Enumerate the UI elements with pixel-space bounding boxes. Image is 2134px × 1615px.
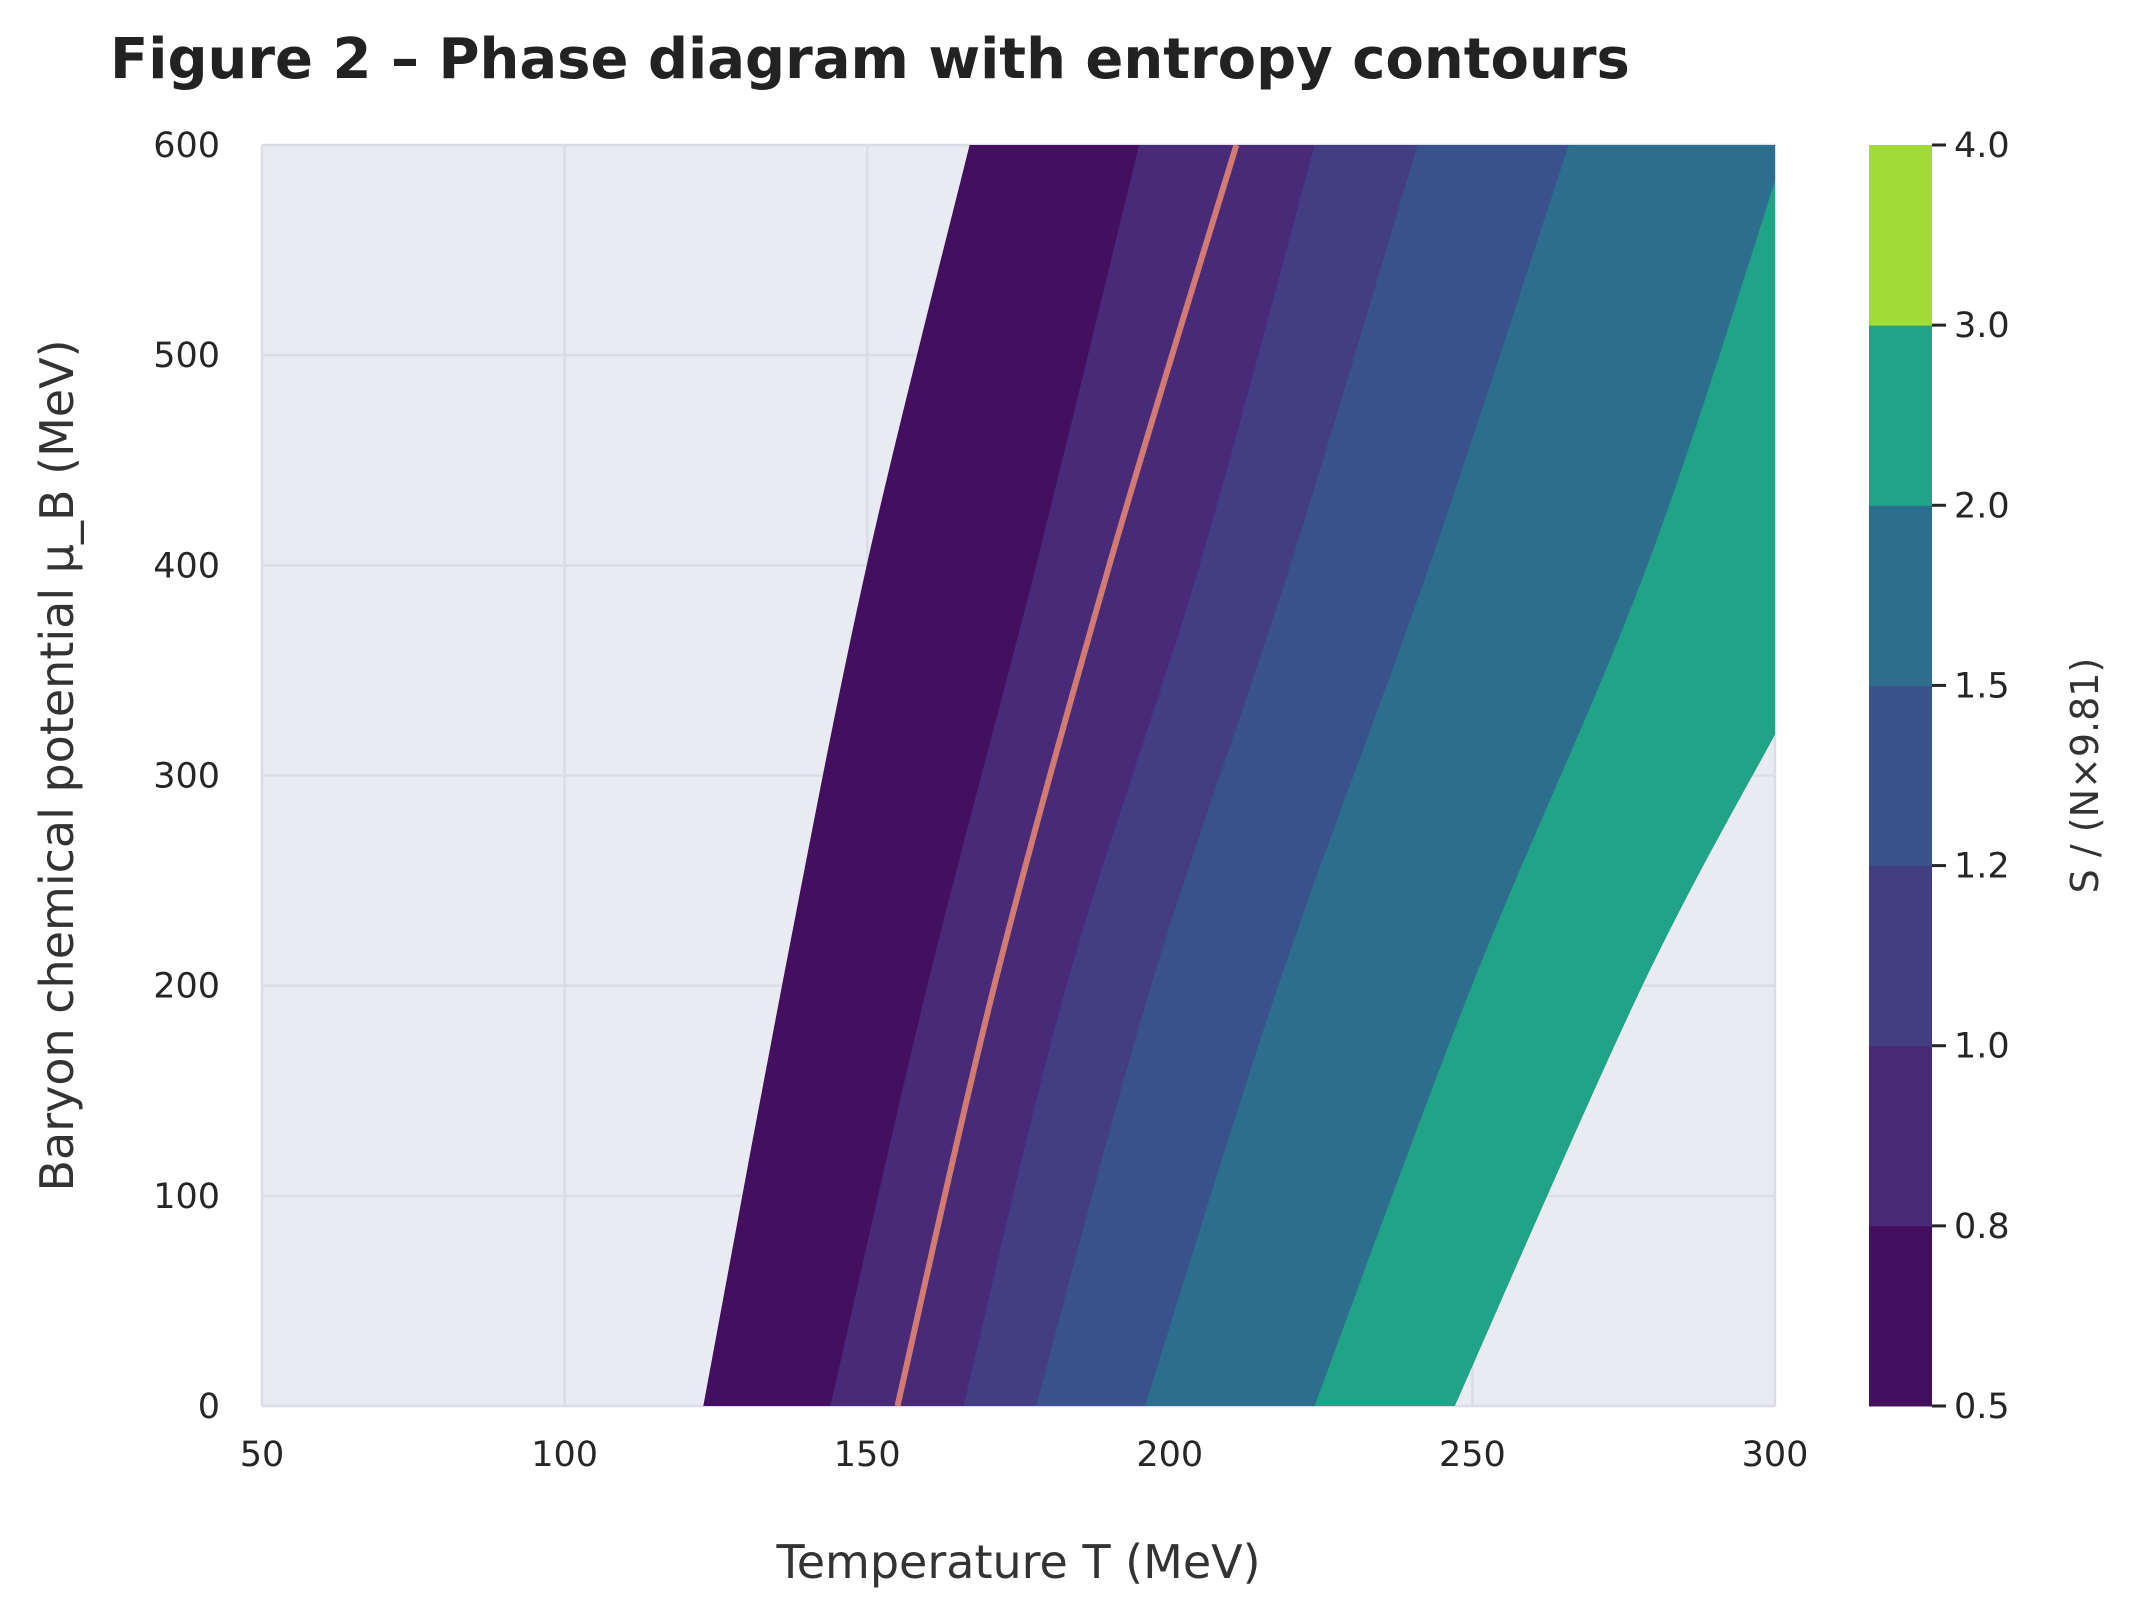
y-tick-label: 400 (153, 546, 220, 586)
plot-area (260, 143, 1777, 1408)
y-tick-label: 600 (153, 126, 220, 166)
y-tick-label: 200 (153, 967, 220, 1007)
colorbar-label: S / (N×9.81) (2063, 658, 2107, 894)
contour-band (1314, 180, 1775, 1406)
x-tick-label: 100 (531, 1435, 598, 1475)
x-tick-label: 50 (240, 1435, 285, 1475)
colorbar-segment (1869, 685, 1932, 867)
y-tick-label: 100 (153, 1177, 220, 1217)
colorbar-tick-label: 4.0 (1954, 126, 2010, 166)
colorbar-segment (1869, 865, 1932, 1047)
y-axis-label: Baryon chemical potential μ_B (MeV) (30, 339, 84, 1191)
colorbar-tick-label: 3.0 (1954, 306, 2010, 346)
colorbar-segment (1869, 1045, 1932, 1227)
colorbar-tick-label: 1.5 (1954, 666, 2010, 706)
contour-bands (703, 145, 1775, 1406)
x-tick-label: 150 (834, 1435, 901, 1475)
x-tick-label: 200 (1136, 1435, 1203, 1475)
x-axis-label: Temperature T (MeV) (775, 1535, 1260, 1589)
colorbar-tick-label: 1.0 (1954, 1027, 2010, 1067)
highlight-contour (894, 145, 1240, 1406)
colorbar-segment (1869, 325, 1932, 506)
colorbar-segment (1869, 145, 1932, 326)
y-tick-label: 0 (198, 1387, 220, 1427)
colorbar-tick-label: 0.5 (1954, 1387, 2010, 1427)
colorbar-tick-label: 1.2 (1954, 847, 2010, 887)
x-tick-label: 250 (1439, 1435, 1506, 1475)
y-tick-label: 300 (153, 757, 220, 797)
y-tick-labels: 0 100 200 300 400 500 600 (153, 126, 220, 1427)
colorbar-tick-label: 2.0 (1954, 486, 2010, 526)
highlight-contour-group (894, 145, 1240, 1406)
colorbar-tick-label: 0.8 (1954, 1207, 2010, 1247)
x-tick-label: 300 (1742, 1435, 1809, 1475)
chart-title: Figure 2 – Phase diagram with entropy co… (110, 27, 1630, 92)
y-tick-label: 500 (153, 336, 220, 376)
colorbar: 0.5 0.8 1.0 1.2 1.5 2.0 3.0 4.0 (1869, 126, 2010, 1427)
colorbar-segment (1869, 505, 1932, 686)
colorbar-segment (1869, 1225, 1932, 1407)
x-tick-labels: 50 100 150 200 250 300 (240, 1435, 1809, 1475)
